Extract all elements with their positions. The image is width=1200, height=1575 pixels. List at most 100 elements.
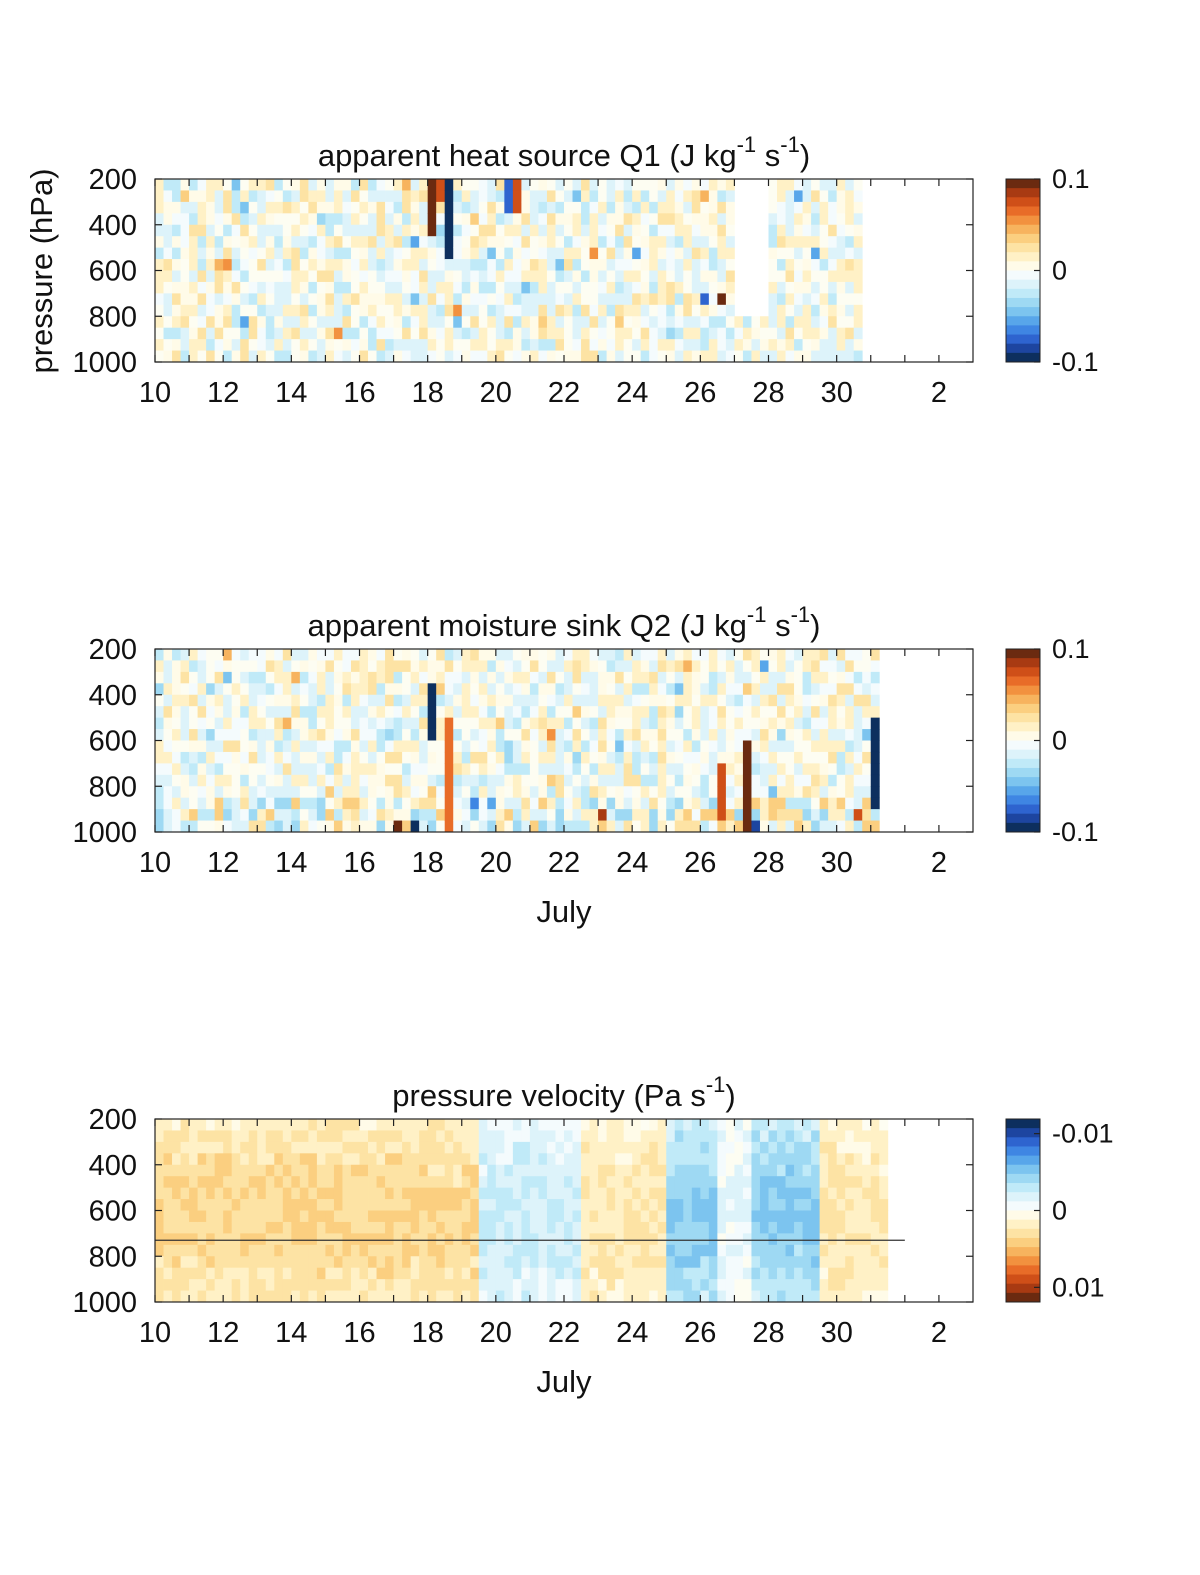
heatmap-cell bbox=[402, 1279, 412, 1291]
heatmap-cell bbox=[214, 706, 224, 719]
heatmap-cell bbox=[640, 270, 650, 283]
heatmap-cell bbox=[811, 671, 821, 684]
heatmap-cell bbox=[470, 1221, 480, 1234]
heatmap-cell bbox=[598, 236, 607, 249]
heatmap-cell bbox=[521, 247, 531, 260]
heatmap-cell bbox=[189, 717, 198, 730]
heatmap-cell bbox=[419, 751, 429, 764]
heatmap-cell bbox=[742, 1130, 752, 1143]
heatmap-cell bbox=[836, 809, 846, 821]
heatmap-cell bbox=[521, 213, 531, 226]
heatmap-cell bbox=[163, 1233, 173, 1246]
heatmap-cell bbox=[521, 797, 531, 810]
heatmap-cell bbox=[155, 1130, 164, 1143]
colorbar-swatch bbox=[1006, 206, 1040, 217]
heatmap-cell bbox=[487, 213, 497, 226]
heatmap-cell bbox=[402, 649, 412, 661]
heatmap-cell bbox=[308, 213, 318, 226]
heatmap-cell bbox=[700, 1279, 710, 1291]
heatmap-cell bbox=[606, 763, 616, 776]
heatmap-cell bbox=[180, 729, 190, 741]
heatmap-cell bbox=[393, 1130, 403, 1143]
heatmap-cell bbox=[282, 1119, 292, 1131]
heatmap-cell bbox=[794, 201, 803, 214]
heatmap-cell bbox=[521, 190, 531, 203]
heatmap-cell bbox=[206, 293, 216, 306]
heatmap-cell bbox=[350, 270, 360, 283]
heatmap-cell bbox=[274, 293, 284, 306]
heatmap-cell bbox=[708, 1256, 718, 1269]
heatmap-cell bbox=[725, 694, 735, 707]
heatmap-cell bbox=[581, 671, 590, 684]
heatmap-cell bbox=[214, 190, 224, 203]
heatmap-cell bbox=[674, 729, 684, 741]
heatmap-cell bbox=[359, 1221, 369, 1234]
heatmap-cell bbox=[674, 1221, 684, 1234]
heatmap-cell bbox=[495, 1256, 505, 1269]
heatmap-cell bbox=[487, 1244, 497, 1257]
heatmap-cell bbox=[393, 729, 403, 741]
heatmap-cell bbox=[725, 270, 735, 283]
heatmap-cell bbox=[478, 1176, 488, 1189]
heatmap-cell bbox=[333, 751, 343, 764]
heatmap-cell bbox=[274, 774, 284, 787]
heatmap-cell bbox=[564, 820, 573, 833]
heatmap-cell bbox=[674, 660, 684, 673]
heatmap-cell bbox=[385, 316, 394, 329]
heatmap-cell bbox=[546, 683, 556, 696]
heatmap-cell bbox=[811, 190, 821, 203]
heatmap-cell bbox=[308, 1141, 318, 1154]
heatmap-cell bbox=[368, 1244, 377, 1257]
heatmap-cell bbox=[794, 763, 803, 776]
heatmap-cell bbox=[299, 774, 309, 787]
heatmap-cell bbox=[768, 1256, 778, 1269]
heatmap-cell bbox=[427, 649, 437, 661]
heatmap-cell bbox=[282, 729, 292, 741]
heatmap-cell bbox=[206, 1199, 216, 1211]
heatmap-cell bbox=[717, 671, 727, 684]
heatmap-cell bbox=[811, 350, 821, 363]
heatmap-cell bbox=[572, 293, 582, 306]
heatmap-cell bbox=[470, 774, 480, 787]
heatmap-cell bbox=[248, 774, 258, 787]
heatmap-cell bbox=[529, 1244, 539, 1257]
heatmap-cell bbox=[768, 774, 778, 787]
heatmap-cell bbox=[163, 683, 173, 696]
heatmap-cell bbox=[342, 1256, 352, 1269]
heatmap-cell bbox=[206, 820, 216, 833]
heatmap-cell bbox=[231, 797, 241, 810]
heatmap-cell bbox=[427, 259, 437, 271]
heatmap-cell bbox=[649, 706, 659, 719]
heatmap-cell bbox=[555, 213, 565, 226]
heatmap-cell bbox=[282, 694, 292, 707]
heatmap-cell bbox=[282, 316, 292, 329]
x-tick-label: 16 bbox=[343, 377, 375, 409]
heatmap-cell bbox=[180, 763, 190, 776]
heatmap-cell bbox=[470, 224, 480, 237]
heatmap-cell bbox=[845, 1267, 855, 1280]
heatmap-cell bbox=[316, 763, 326, 776]
heatmap-cell bbox=[385, 660, 394, 673]
heatmap-cell bbox=[546, 304, 556, 317]
heatmap-cell bbox=[410, 1279, 420, 1291]
heatmap-cell bbox=[649, 1153, 659, 1166]
heatmap-cell bbox=[811, 270, 821, 283]
heatmap-cell bbox=[819, 1267, 829, 1280]
x-tick-label: 22 bbox=[548, 377, 580, 409]
heatmap-cell bbox=[640, 797, 650, 810]
heatmap-cell bbox=[444, 717, 454, 730]
heatmap-cell bbox=[785, 1221, 795, 1234]
heatmap-cell bbox=[759, 350, 769, 363]
heatmap-cell bbox=[734, 729, 744, 741]
heatmap-cell bbox=[777, 270, 786, 283]
heatmap-cell bbox=[257, 1244, 267, 1257]
heatmap-cell bbox=[265, 201, 275, 214]
x-tick-label: 16 bbox=[343, 847, 375, 879]
heatmap-cell bbox=[555, 1221, 565, 1234]
heatmap-cell bbox=[811, 1256, 821, 1269]
heatmap-cell bbox=[419, 1290, 429, 1303]
heatmap-cell bbox=[410, 1199, 420, 1211]
heatmap-cell bbox=[853, 797, 863, 810]
heatmap-cell bbox=[794, 1233, 803, 1246]
x-tick-label: 18 bbox=[412, 377, 444, 409]
